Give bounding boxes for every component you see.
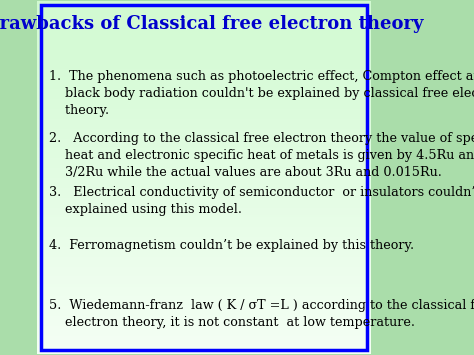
Text: 2.   According to the classical free electron theory the value of specific
    h: 2. According to the classical free elect…: [49, 132, 474, 179]
Text: 1.  The phenomena such as photoelectric effect, Compton effect and
    black bod: 1. The phenomena such as photoelectric e…: [49, 70, 474, 117]
Text: 4.  Ferromagnetism couldn’t be explained by this theory.: 4. Ferromagnetism couldn’t be explained …: [49, 239, 414, 252]
Text: Drawbacks of Classical free electron theory: Drawbacks of Classical free electron the…: [0, 15, 424, 33]
Text: 5.  Wiedemann-franz  law ( K / σT =L ) according to the classical free
    elect: 5. Wiedemann-franz law ( K / σT =L ) acc…: [49, 299, 474, 329]
Text: 3.   Electrical conductivity of semiconductor  or insulators couldn’t be
    exp: 3. Electrical conductivity of semiconduc…: [49, 186, 474, 216]
